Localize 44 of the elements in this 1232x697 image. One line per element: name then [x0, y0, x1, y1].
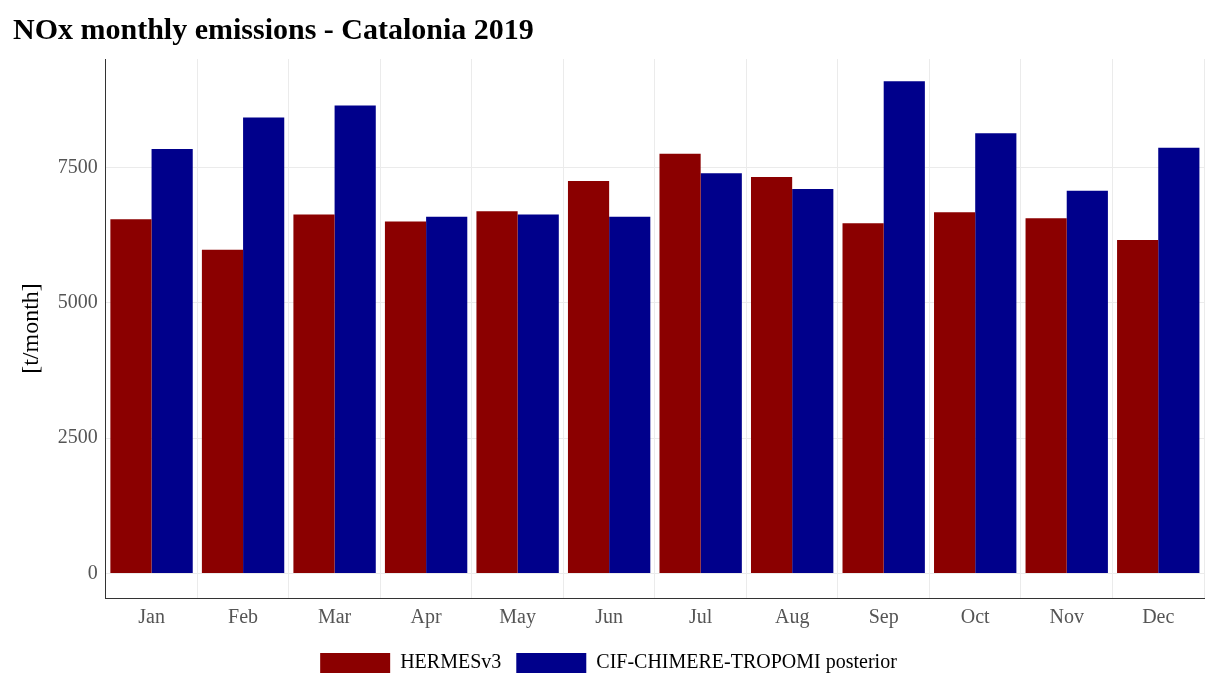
x-tick-label: Aug — [774, 605, 810, 629]
bar — [201, 249, 244, 574]
bar — [883, 81, 925, 574]
x-tick-label: Jan — [138, 605, 165, 628]
y-tick-label: 7500 — [57, 154, 98, 177]
y-axis-title: [t/month] — [16, 283, 43, 374]
bar — [700, 173, 742, 574]
legend-label: CIF-CHIMERE-TROPOMI posterior — [596, 650, 898, 674]
bar — [110, 219, 152, 574]
x-tick-label: Sep — [868, 605, 899, 629]
y-tick-label: 2500 — [57, 425, 98, 448]
legend-label: HERMESv3 — [400, 650, 502, 673]
bar — [792, 189, 834, 574]
x-tick-label: Feb — [228, 605, 259, 628]
y-tick-label: 5000 — [57, 290, 98, 313]
x-tick-label: Jun — [595, 605, 624, 628]
bar — [975, 133, 1017, 574]
bar — [384, 221, 427, 574]
x-tick-label: Jul — [688, 605, 713, 628]
bar — [750, 177, 793, 574]
bar — [1066, 190, 1108, 574]
bar — [1158, 147, 1200, 574]
x-tick-label: Apr — [410, 605, 442, 629]
bar — [243, 117, 285, 574]
x-tick-label: May — [499, 605, 536, 629]
bar — [659, 153, 701, 574]
x-tick-label: Mar — [317, 605, 352, 628]
bar — [934, 212, 976, 574]
bar — [842, 223, 884, 574]
bar — [1117, 239, 1159, 574]
chart-title: NOx monthly emissions - Catalonia 2019 — [13, 11, 534, 45]
bar — [1025, 218, 1067, 574]
bar — [517, 214, 559, 574]
bar — [426, 216, 468, 574]
bar — [293, 214, 335, 574]
y-tick-label: 0 — [87, 560, 98, 583]
bar — [609, 216, 651, 574]
x-tick-label: Nov — [1049, 605, 1084, 628]
x-tick-label: Oct — [960, 605, 991, 628]
bar — [151, 148, 193, 574]
bar — [334, 105, 376, 574]
x-tick-label: Dec — [1142, 605, 1175, 628]
bar — [476, 211, 518, 574]
bar — [567, 180, 610, 574]
